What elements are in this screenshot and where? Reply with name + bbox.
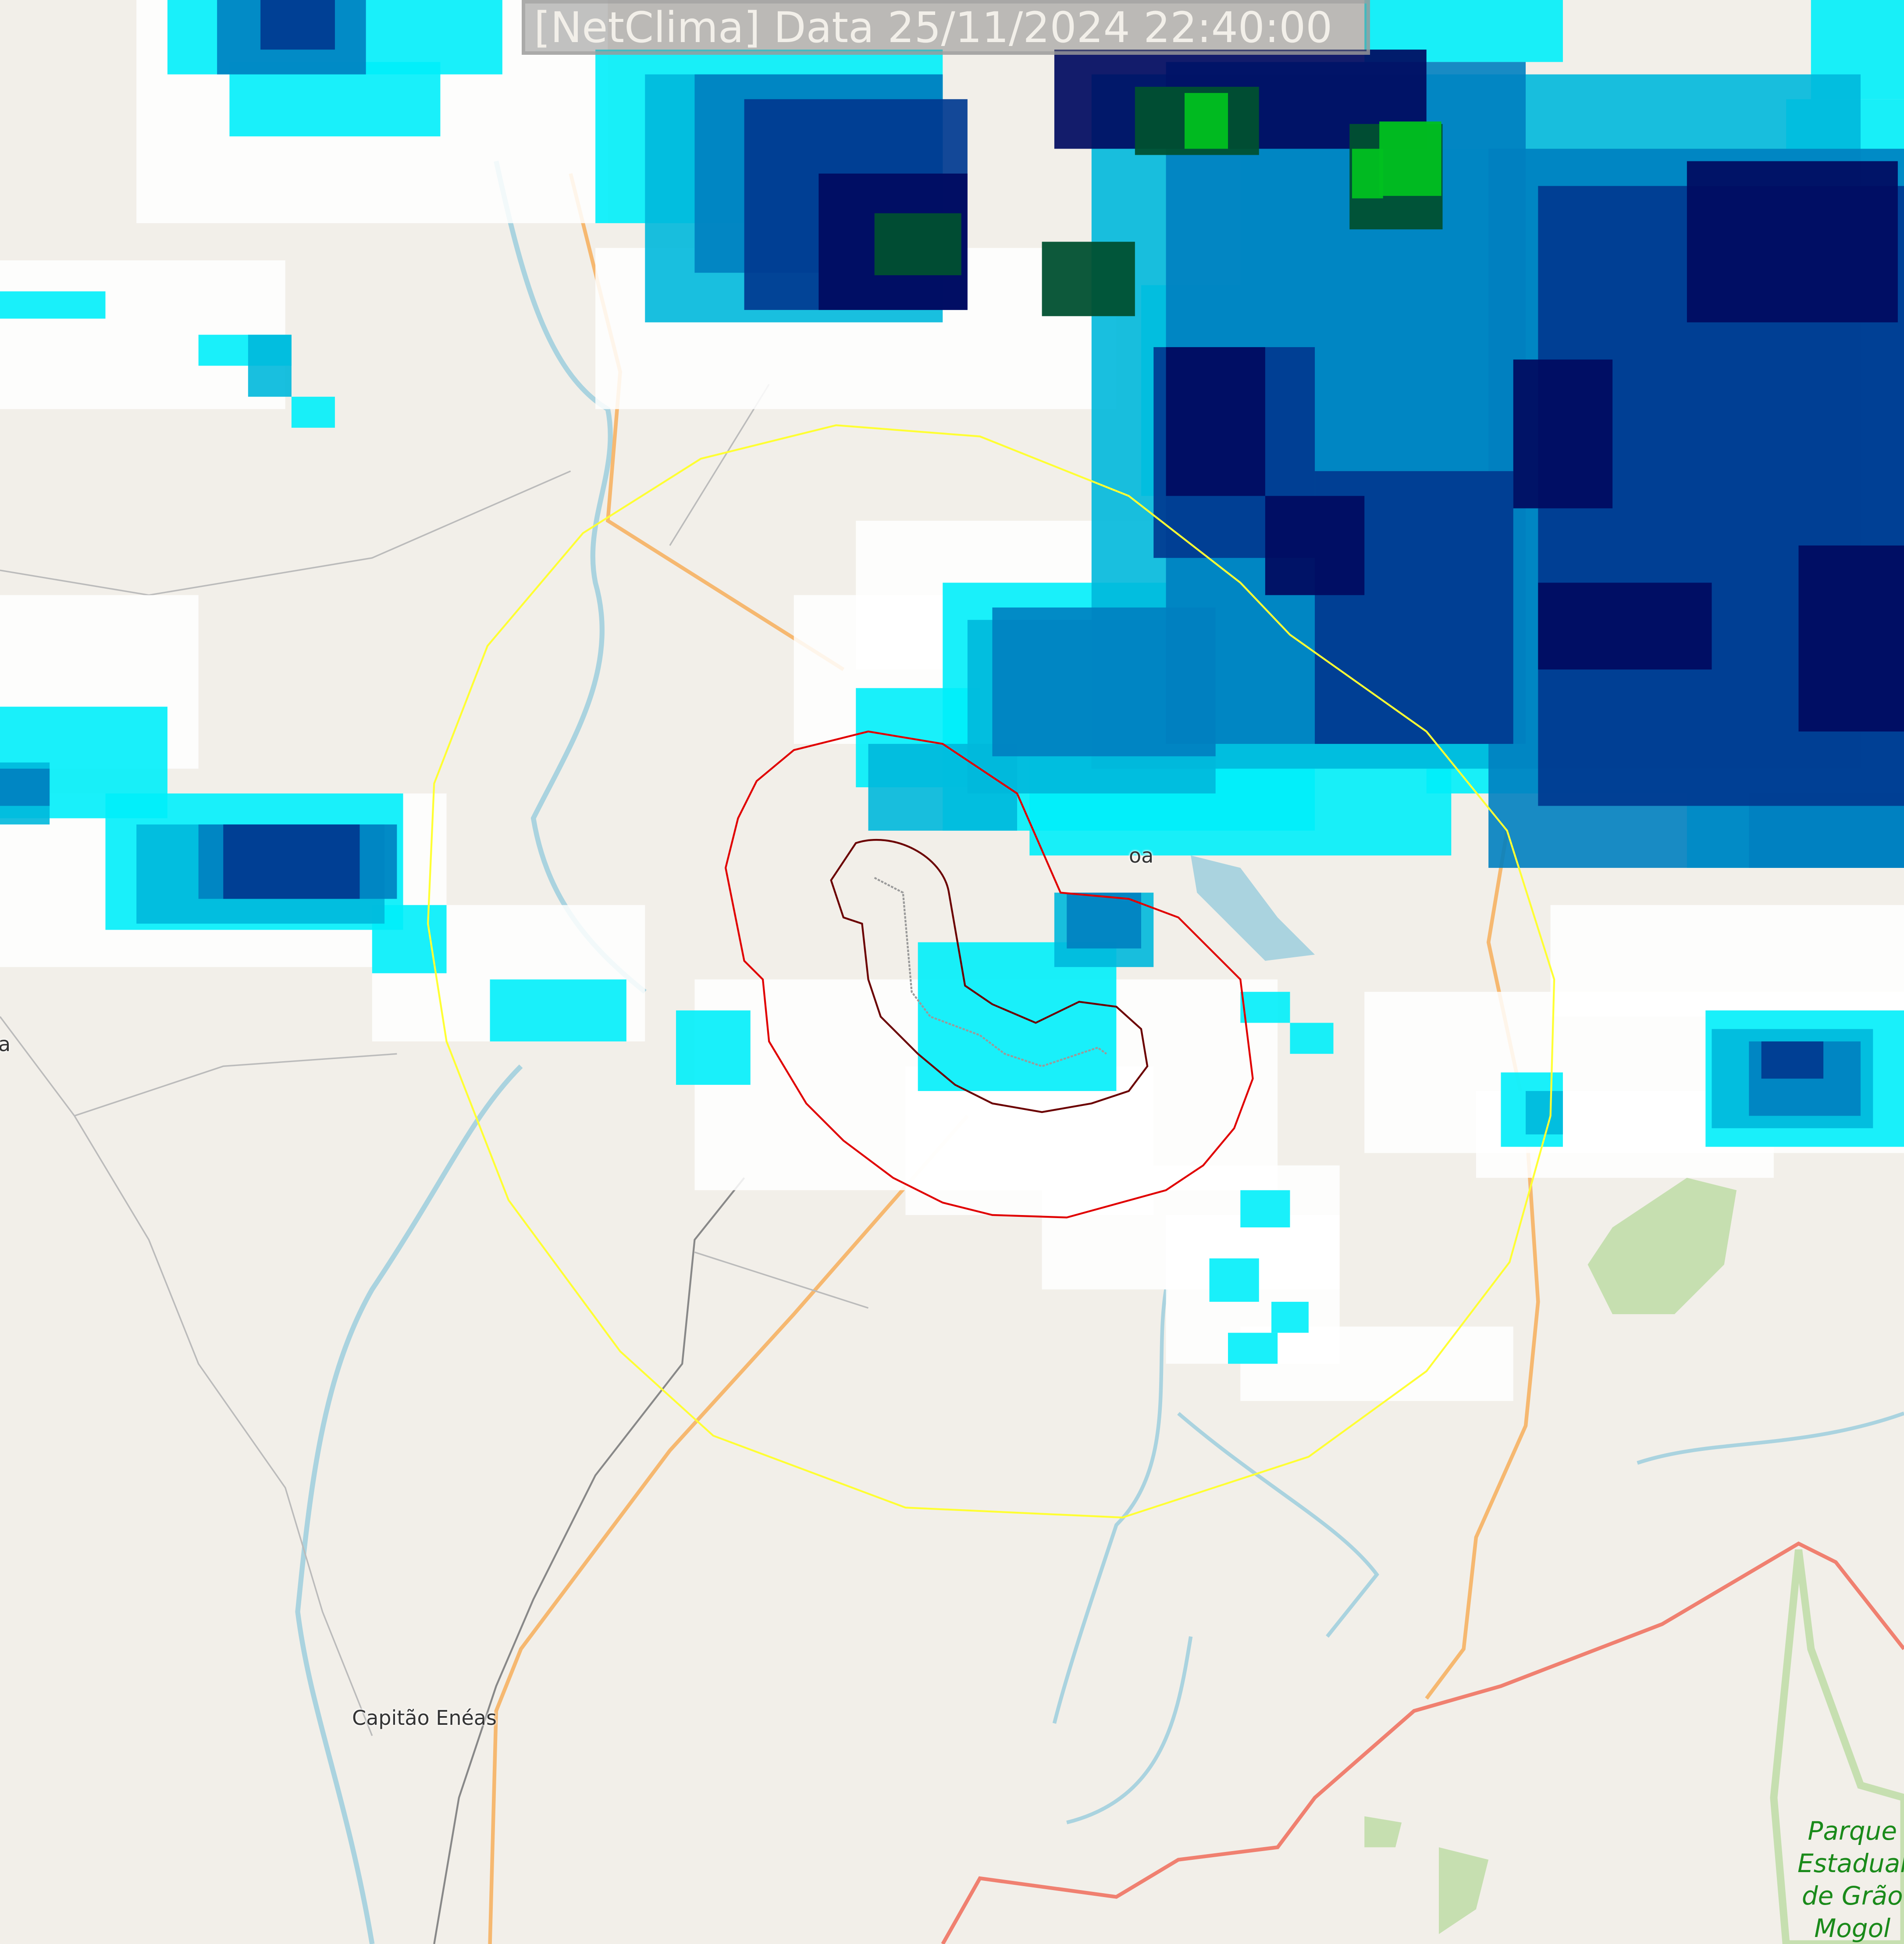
radar-cell-navy	[1265, 496, 1365, 595]
river	[295, 1064, 523, 1944]
park-label-line: de Grão	[1801, 1881, 1903, 1911]
radar-cell-dark_blue	[260, 0, 335, 50]
park-area	[1364, 1816, 1402, 1848]
radar-cell-light_blue	[1526, 1091, 1563, 1135]
range-overlays	[427, 424, 1555, 1519]
park-area	[1439, 1847, 1489, 1934]
place-label-capitao-eneas: Capitão Enéas	[352, 1706, 497, 1730]
radar-cell-navy	[1538, 583, 1712, 670]
radar-cell-navy	[1687, 161, 1898, 323]
radar-cell-green	[1352, 149, 1383, 199]
road-trunk	[941, 1541, 1904, 1944]
park-label-line: Parque	[1808, 1816, 1897, 1846]
radar-cell-cyan	[1228, 1333, 1278, 1364]
park-label-line: Mogol	[1814, 1913, 1891, 1943]
park-area	[1770, 1549, 1904, 1944]
inner-range-contour	[724, 730, 1254, 1219]
river	[1177, 1412, 1379, 1638]
timestamp-banner: [NetClima] Data 25/11/2024 22:40:00	[522, 0, 1370, 55]
river	[1066, 1636, 1193, 1824]
radar-cell-light_blue	[248, 334, 292, 397]
radar-cell-cyan	[1271, 1301, 1309, 1333]
core-contour	[830, 839, 1149, 1113]
outer-range-ring	[427, 424, 1555, 1519]
radar-cell-light	[1240, 1326, 1513, 1401]
park-label-line: Estadual	[1797, 1848, 1904, 1878]
place-label-partial-town: oa	[1129, 844, 1154, 867]
radar-cell-navy	[1166, 347, 1265, 496]
radar-cell-light	[1550, 905, 1904, 1017]
radar-cell-cyan	[1290, 1023, 1334, 1054]
radar-cell-cyan	[676, 1010, 751, 1085]
lake	[1191, 855, 1315, 961]
radar-cell-cyan	[1240, 992, 1290, 1023]
radar-cell-cyan	[1240, 1190, 1290, 1228]
road-secondary	[433, 1177, 745, 1944]
park-label-grao-mogol: Parque Estadual de Grão Mogol	[1797, 1815, 1904, 1944]
storm-track	[874, 877, 1107, 1067]
place-label-partial-left: a	[0, 1032, 11, 1056]
radar-cell-green	[1379, 121, 1441, 196]
park-area	[1587, 1178, 1737, 1315]
radar-cell-navy	[1513, 359, 1613, 508]
radar-cell-blue	[1067, 892, 1141, 949]
radar-cell-dark_blue	[223, 824, 360, 899]
radar-cell-cyan	[291, 397, 335, 428]
radar-cell-cyan	[0, 291, 106, 319]
road-minor	[0, 384, 869, 1736]
road-primary	[488, 1114, 969, 1944]
base-map	[0, 160, 1904, 1944]
radar-cell-navy	[1798, 545, 1904, 732]
radar-cell-cyan	[1209, 1258, 1259, 1302]
radar-cell-dark_blue	[1761, 1041, 1824, 1079]
radar-cell-cyan	[490, 979, 626, 1041]
radar-cell-blue	[0, 768, 50, 806]
river	[1637, 1411, 1904, 1465]
road-primary	[1425, 830, 1540, 1700]
river	[494, 160, 647, 994]
radar-cell-dark_green	[874, 213, 961, 275]
river	[1052, 1289, 1168, 1724]
radar-reflectivity-layer	[0, 0, 1904, 1401]
radar-cell-green	[1184, 93, 1228, 149]
radar-cell-dark_green	[1042, 242, 1135, 316]
